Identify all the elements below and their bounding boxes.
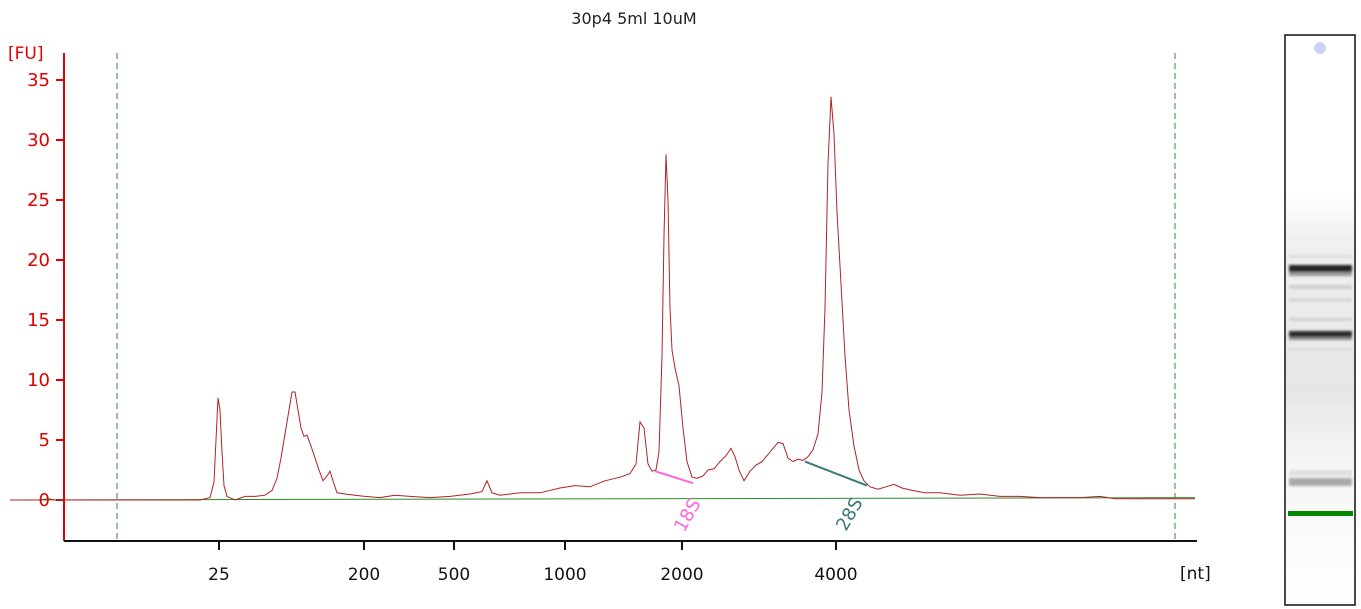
- y-tick-label: 15: [27, 310, 50, 331]
- y-tick-label: 20: [27, 250, 50, 271]
- gel-band: [1289, 272, 1352, 276]
- plot-area: 0 5 10 15 20 25 30 35 25 200 500 1000 2000 4000 18S 28S: [9, 53, 1197, 585]
- annotation-18s-label: 18S: [670, 495, 705, 535]
- gel-band: [1289, 298, 1352, 302]
- y-tick-label: 10: [27, 370, 50, 391]
- y-tick-label: 0: [39, 490, 50, 511]
- gel-lane-image: [1284, 34, 1356, 606]
- gel-band: [1289, 337, 1352, 340]
- gel-marker-line: [1288, 511, 1353, 516]
- x-tick-label: 25: [208, 565, 230, 585]
- x-tick-label: 200: [348, 565, 380, 585]
- x-axis-label: [nt]: [1180, 564, 1211, 584]
- gel-band: [1289, 285, 1352, 289]
- y-tick-label: 25: [27, 190, 50, 211]
- y-tick-label: 30: [27, 130, 50, 151]
- gel-band: [1289, 470, 1352, 476]
- y-axis-label: [FU]: [8, 44, 44, 64]
- gel-band: [1289, 255, 1352, 258]
- x-tick-label: 1000: [543, 565, 586, 585]
- gel-band: [1289, 405, 1352, 407]
- gel-band: [1289, 348, 1352, 351]
- annotation-28s-line: [804, 460, 868, 487]
- y-tick-label: 35: [27, 70, 50, 91]
- baseline-series: [9, 497, 1196, 501]
- y-tick-label: 5: [39, 430, 50, 451]
- x-tick-label: 2000: [660, 565, 703, 585]
- annotation-18s-line: [654, 470, 694, 485]
- chart-title: 30p4 5ml 10uM: [571, 9, 696, 28]
- gel-dot: [1314, 42, 1326, 54]
- gel-band-28s: [1289, 265, 1352, 272]
- x-tick-label: 500: [438, 565, 470, 585]
- annotation-28s-label: 28S: [832, 494, 867, 534]
- gel-band-marker-low: [1289, 478, 1352, 486]
- gel-band: [1289, 318, 1352, 321]
- trace-series: [10, 96, 1195, 501]
- gel-band-18s: [1289, 331, 1352, 337]
- x-tick-label: 4000: [814, 565, 857, 585]
